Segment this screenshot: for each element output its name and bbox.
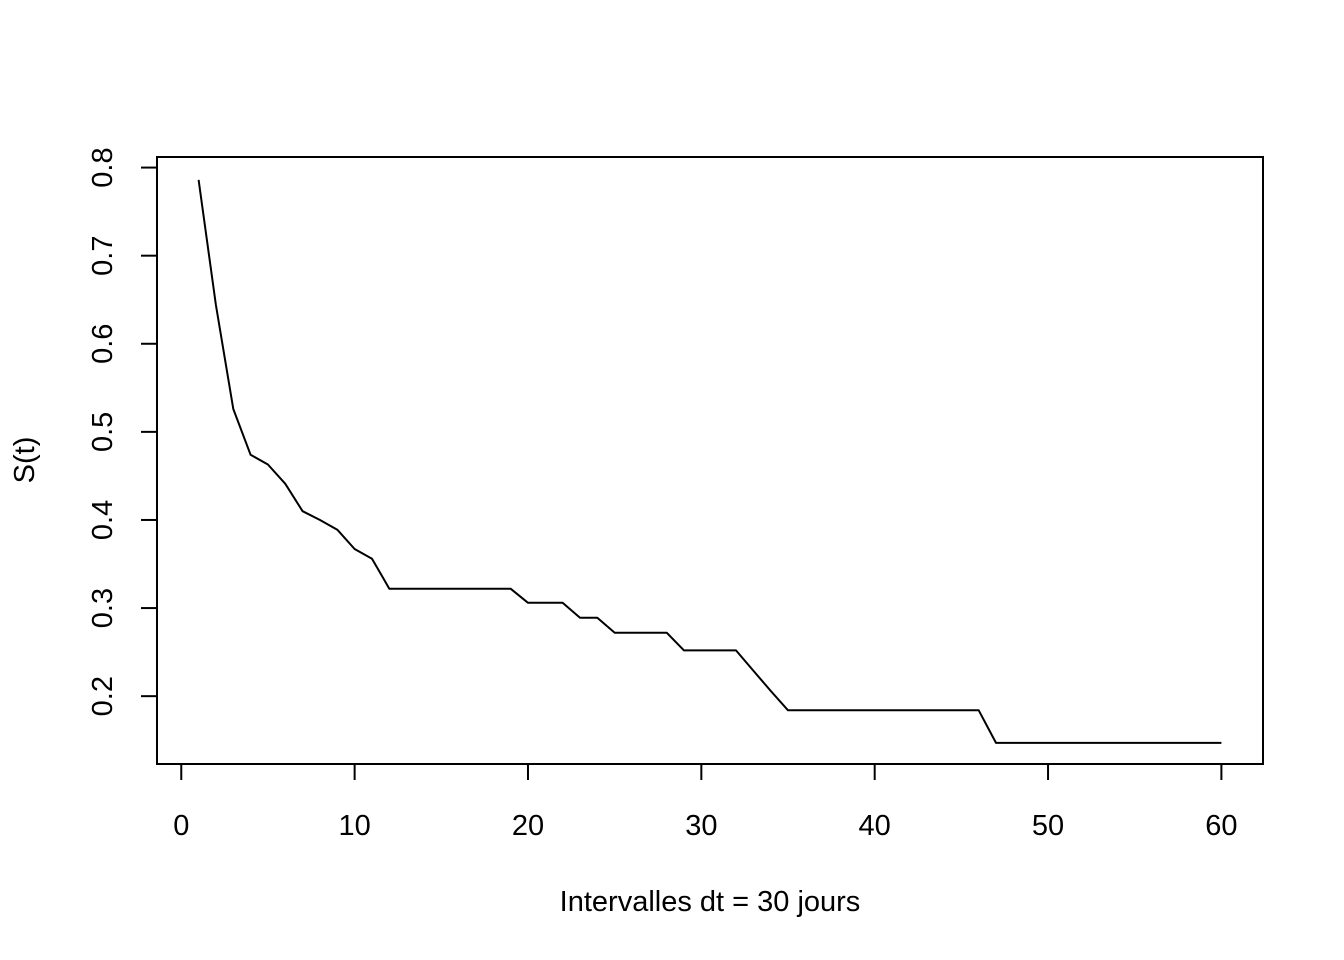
y-axis: 0.2 0.3 0.4 0.5 0.6 0.7 0.8 [87, 147, 158, 716]
series-layer [197, 179, 1222, 744]
x-tick-label: 30 [685, 810, 717, 842]
plot-frame [156, 156, 1264, 765]
y-tick-label: 0.6 [87, 324, 119, 364]
x-tick-label: 60 [1205, 810, 1237, 842]
x-axis: 0 10 20 30 40 50 60 [173, 763, 1238, 842]
x-tick-label: 40 [859, 810, 891, 842]
y-tick-label: 0.2 [87, 676, 119, 716]
y-tick-label: 0.3 [87, 588, 119, 628]
y-tick-label: 0.8 [87, 147, 119, 187]
x-tick-label: 10 [338, 810, 370, 842]
x-tick-label: 0 [173, 810, 189, 842]
y-tick-label: 0.5 [87, 412, 119, 452]
y-tick-label: 0.7 [87, 236, 119, 276]
x-tick-label: 50 [1032, 810, 1064, 842]
y-axis-title: S(t) [9, 437, 41, 484]
x-axis-title: Intervalles dt = 30 jours [560, 886, 861, 918]
series-line [197, 179, 1222, 744]
x-tick-label: 20 [512, 810, 544, 842]
y-tick-label: 0.4 [87, 500, 119, 540]
